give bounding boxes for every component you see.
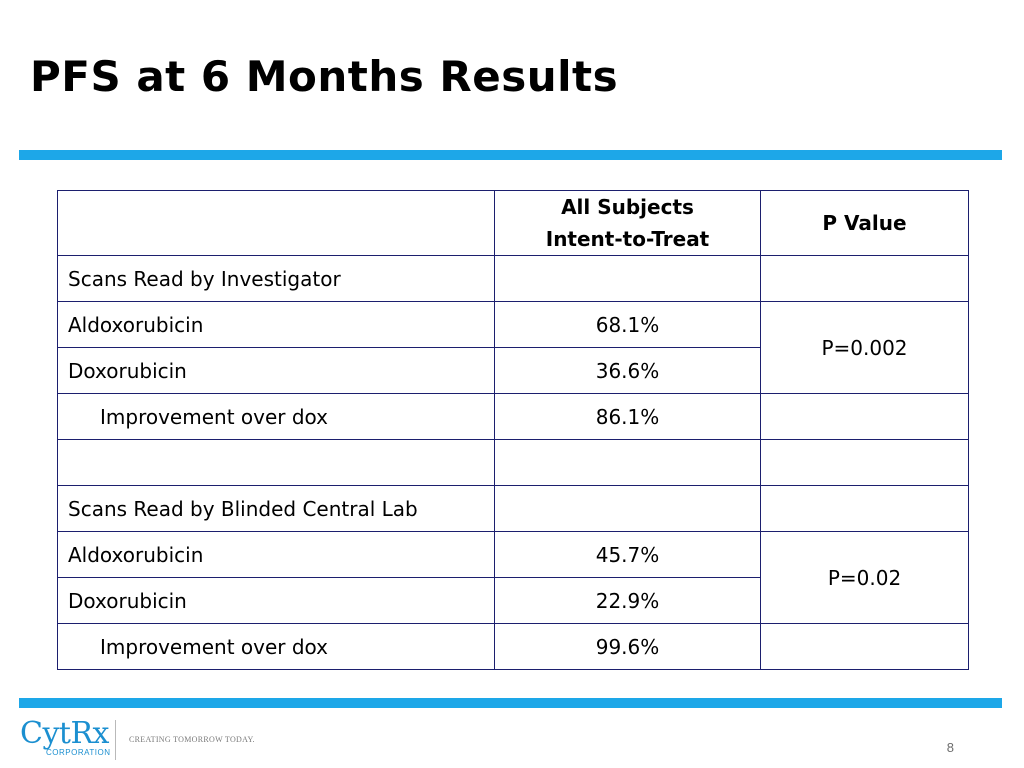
empty-cell	[494, 439, 761, 486]
header-all-subjects-line2: Intent-to-Treat	[545, 227, 710, 251]
empty-cell	[57, 439, 495, 486]
empty-cell	[760, 439, 969, 486]
logo-divider	[115, 720, 116, 760]
empty-cell	[494, 255, 761, 302]
header-p-value: P Value	[760, 190, 969, 256]
page-number: 8	[946, 740, 954, 755]
empty-cell	[760, 393, 969, 440]
table-row: Doxorubicin 36.6%	[57, 347, 969, 394]
value-doxorubicin: 22.9%	[494, 577, 761, 624]
company-tagline: CREATING TOMORROW TODAY.	[129, 735, 255, 744]
p-value-investigator: P=0.002	[760, 301, 969, 394]
slide-title: PFS at 6 Months Results	[30, 52, 619, 101]
table-row: Improvement over dox 99.6%	[57, 623, 969, 670]
section-label-investigator: Scans Read by Investigator	[57, 255, 495, 302]
row-label-aldoxorubicin: Aldoxorubicin	[57, 531, 495, 578]
bottom-accent-rule	[19, 698, 1002, 708]
logo-wordmark: CytRx	[20, 716, 109, 751]
value-doxorubicin: 36.6%	[494, 347, 761, 394]
spacer-row	[57, 439, 969, 486]
value-improvement: 86.1%	[494, 393, 761, 440]
table-row: Improvement over dox 86.1%	[57, 393, 969, 440]
row-label-improvement: Improvement over dox	[57, 623, 495, 670]
table-row: Aldoxorubicin 45.7% P=0.02	[57, 531, 969, 624]
header-all-subjects: All Subjects Intent-to-Treat	[494, 190, 761, 256]
row-label-doxorubicin: Doxorubicin	[57, 577, 495, 624]
results-table: All Subjects Intent-to-Treat P Value Sca…	[57, 190, 969, 670]
row-label-improvement: Improvement over dox	[57, 393, 495, 440]
empty-cell	[494, 485, 761, 532]
value-aldoxorubicin: 68.1%	[494, 301, 761, 348]
empty-cell	[760, 485, 969, 532]
table-header-row: All Subjects Intent-to-Treat P Value	[57, 190, 969, 256]
top-accent-rule	[19, 150, 1002, 160]
table-row: Scans Read by Blinded Central Lab	[57, 485, 969, 532]
section-label-central-lab: Scans Read by Blinded Central Lab	[57, 485, 495, 532]
p-value-central-lab: P=0.02	[760, 531, 969, 624]
value-aldoxorubicin: 45.7%	[494, 531, 761, 578]
empty-cell	[760, 623, 969, 670]
row-label-aldoxorubicin: Aldoxorubicin	[57, 301, 495, 348]
logo-subtitle: CORPORATION	[46, 748, 111, 757]
empty-cell	[760, 255, 969, 302]
company-logo: CytRx CORPORATION	[20, 716, 111, 758]
value-improvement: 99.6%	[494, 623, 761, 670]
row-label-doxorubicin: Doxorubicin	[57, 347, 495, 394]
header-all-subjects-line1: All Subjects	[561, 195, 694, 219]
header-empty-cell	[57, 190, 495, 256]
table-row: Scans Read by Investigator	[57, 255, 969, 302]
table-row: Aldoxorubicin 68.1% P=0.002	[57, 301, 969, 394]
